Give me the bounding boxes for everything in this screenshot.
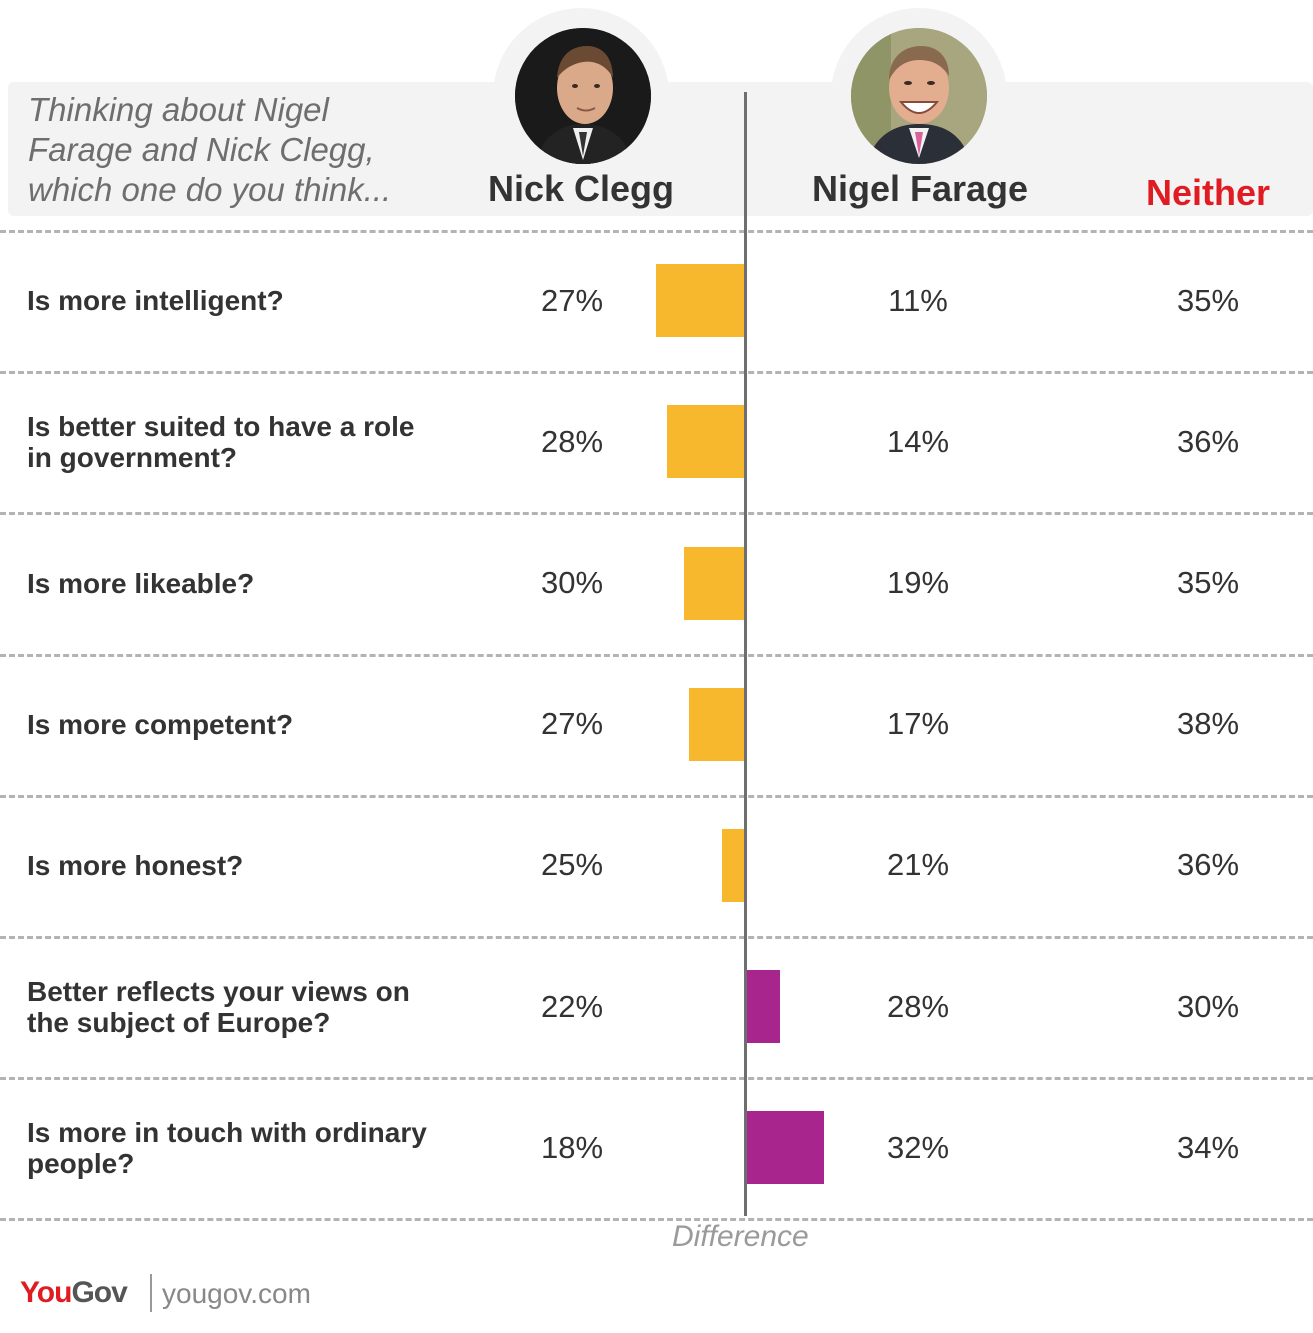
header-panel (8, 82, 1313, 216)
farage-value: 17% (886, 706, 950, 741)
site-url: yougov.com (162, 1278, 311, 1309)
row-label: Is more competent? (27, 709, 294, 740)
farage-photo (851, 28, 987, 164)
row-label: Better reflects your views on the subjec… (27, 976, 410, 1038)
farage-value: 32% (886, 1130, 950, 1165)
row-label: Is more likeable? (27, 568, 255, 599)
logo-separator (150, 1274, 152, 1312)
difference-bar-clegg (689, 688, 744, 761)
difference-bar-clegg (684, 547, 745, 620)
row-divider (0, 795, 1313, 798)
clegg-value: 27% (540, 706, 604, 741)
row-divider (0, 230, 1313, 233)
column-header-neither: Neither (1145, 172, 1271, 213)
clegg-value: 22% (540, 989, 604, 1024)
question-text: Thinking about Nigel Farage and Nick Cle… (28, 91, 392, 208)
row-label: Is more in touch with ordinary people? (27, 1117, 427, 1179)
neither-value: 36% (1176, 424, 1240, 459)
clegg-value: 30% (540, 565, 604, 600)
difference-axis (744, 92, 747, 1216)
neither-value: 30% (1176, 989, 1240, 1024)
row-divider (0, 654, 1313, 657)
farage-value: 19% (886, 565, 950, 600)
farage-value: 28% (886, 989, 950, 1024)
row-label: Is more intelligent? (27, 285, 284, 316)
clegg-photo (515, 28, 651, 164)
row-divider (0, 1218, 1313, 1221)
clegg-value: 28% (540, 424, 604, 459)
difference-bar-farage (747, 970, 780, 1043)
column-header-clegg: Nick Clegg (487, 168, 675, 209)
row-divider (0, 371, 1313, 374)
neither-value: 38% (1176, 706, 1240, 741)
difference-bar-farage (747, 1111, 824, 1184)
row-label: Is more honest? (27, 850, 244, 881)
row-divider (0, 1077, 1313, 1080)
neither-value: 36% (1176, 847, 1240, 882)
difference-bar-clegg (656, 264, 744, 337)
neither-value: 34% (1176, 1130, 1240, 1165)
axis-caption: Difference (672, 1220, 809, 1253)
yougov-logo: YouGov (20, 1276, 128, 1309)
clegg-value: 18% (540, 1130, 604, 1165)
difference-bar-clegg (722, 829, 744, 902)
difference-bar-clegg (667, 405, 744, 478)
neither-value: 35% (1176, 565, 1240, 600)
farage-value: 21% (886, 847, 950, 882)
row-divider (0, 512, 1313, 515)
row-label: Is better suited to have a role in gover… (27, 411, 415, 473)
clegg-value: 25% (540, 847, 604, 882)
farage-value: 11% (888, 283, 948, 318)
neither-value: 35% (1176, 283, 1240, 318)
row-divider (0, 936, 1313, 939)
farage-value: 14% (886, 424, 950, 459)
column-header-farage: Nigel Farage (811, 168, 1029, 209)
clegg-value: 27% (540, 283, 604, 318)
